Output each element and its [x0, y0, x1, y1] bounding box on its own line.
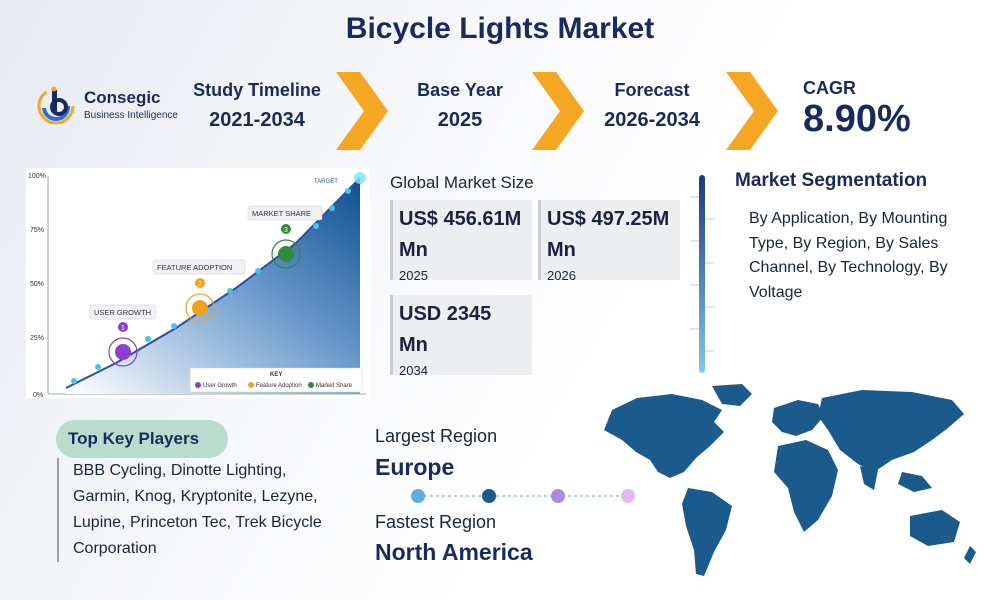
key-item-market-share: Market Share	[316, 383, 353, 389]
key-players-list: BBB Cycling, Dinotte Lighting, Garmin, K…	[57, 458, 337, 562]
market-size-title: Global Market Size	[390, 173, 534, 192]
largest-region-value: Europe	[375, 454, 455, 480]
base-year: Base Year 2025	[398, 80, 522, 132]
market-size-year: 2026	[547, 268, 576, 283]
world-map	[604, 384, 976, 576]
callout-num-2: 2	[198, 281, 202, 288]
largest-region-label: Largest Region	[375, 426, 498, 446]
target-marker	[354, 172, 366, 184]
europe-shape	[772, 400, 824, 436]
market-size-card-2025: US$ 456.61M Mn 2025	[390, 200, 532, 283]
page-title: Bicycle Lights Market	[345, 12, 655, 45]
consegic-logo: Consegic Business Intelligence	[32, 80, 182, 136]
base-year-label: Base Year	[417, 80, 503, 100]
callout-ring-market-share	[271, 239, 301, 269]
market-size-amount: US$ 456.61M	[399, 208, 522, 230]
southeast-asia-shape	[898, 472, 932, 492]
chevron-right-icon	[532, 72, 584, 150]
cagr-value: 8.90%	[803, 98, 911, 140]
australia-shape	[910, 510, 960, 546]
callout-num-3: 3	[284, 227, 288, 234]
y-tick-100: 100%	[28, 173, 46, 180]
market-size-amount: USD 2345	[399, 303, 492, 325]
africa-shape	[774, 440, 838, 532]
y-tick-25: 25%	[30, 335, 44, 342]
study-timeline: Study Timeline 2021-2034	[186, 80, 328, 132]
segmentation-title: Market Segmentation	[735, 170, 928, 191]
segmentation-text: By Application, By Mounting Type, By Reg…	[749, 210, 948, 301]
market-size-unit: Mn	[399, 334, 428, 356]
logo-brand: Consegic	[84, 88, 161, 107]
y-tick-75: 75%	[30, 227, 44, 234]
north-america-shape	[604, 394, 724, 478]
fastest-region-label: Fastest Region	[375, 512, 497, 532]
y-tick-0: 0%	[33, 392, 43, 398]
asia-shape	[818, 390, 964, 472]
growth-markers	[71, 188, 351, 384]
study-timeline-value: 2021-2034	[209, 109, 305, 131]
callout-ring-user-growth	[108, 337, 138, 367]
growth-chart-svg: 100% 75% 50% 25% 0% TARGET 1 USER GROWTH…	[28, 172, 366, 399]
callout-num-1: 1	[121, 325, 125, 332]
callout-dot-market-share	[278, 246, 294, 262]
greenland-shape	[712, 384, 752, 406]
forecast: Forecast 2026-2034	[590, 80, 714, 132]
growth-chart-illustration: 100% 75% 50% 25% 0% TARGET 1 USER GROWTH…	[26, 168, 370, 399]
callout-label-user-growth: USER GROWTH	[94, 308, 151, 317]
market-size-card-2026: US$ 497.25M Mn 2026	[538, 200, 680, 283]
key-players-title: Top Key Players	[56, 420, 228, 458]
callout-label-feature-adoption: FEATURE ADOPTION	[157, 263, 232, 272]
fastest-region-value: North America	[375, 539, 533, 565]
market-size-year: 2025	[399, 268, 428, 283]
callout-dot-user-growth	[115, 344, 131, 360]
segmentation-rail	[690, 175, 714, 373]
logo-subtitle: Business Intelligence	[84, 110, 178, 121]
market-size-unit: Mn	[399, 239, 428, 261]
region-divider	[411, 489, 635, 503]
market-size-card-2034: USD 2345 Mn 2034	[390, 295, 532, 378]
callout-label-market-share: MARKET SHARE	[252, 209, 311, 218]
target-label: TARGET	[314, 179, 338, 185]
south-america-shape	[682, 488, 732, 576]
market-size-year: 2034	[399, 363, 428, 378]
callout-dot-feature-adoption	[192, 300, 208, 316]
chart-key-title: KEY	[270, 372, 282, 378]
key-item-feature-adoption: Feature Adoption	[256, 383, 302, 389]
new-zealand-shape	[964, 546, 976, 564]
market-size-amount: US$ 497.25M	[547, 208, 670, 230]
market-size-unit: Mn	[547, 239, 576, 261]
cagr-label: CAGR	[803, 78, 856, 98]
growth-area	[66, 178, 360, 394]
base-year-value: 2025	[437, 109, 483, 131]
logo-mark-icon	[37, 86, 75, 125]
chevron-right-icon	[336, 72, 388, 150]
forecast-label: Forecast	[614, 80, 690, 100]
callout-ring-feature-adoption	[185, 293, 215, 323]
forecast-value: 2026-2034	[604, 109, 700, 131]
south-asia-shape	[860, 466, 878, 490]
key-item-user-growth: User Growth	[203, 383, 237, 389]
y-tick-50: 50%	[30, 281, 44, 288]
chart-key	[189, 367, 363, 393]
study-timeline-label: Study Timeline	[193, 80, 321, 100]
chevron-right-icon	[726, 72, 778, 150]
